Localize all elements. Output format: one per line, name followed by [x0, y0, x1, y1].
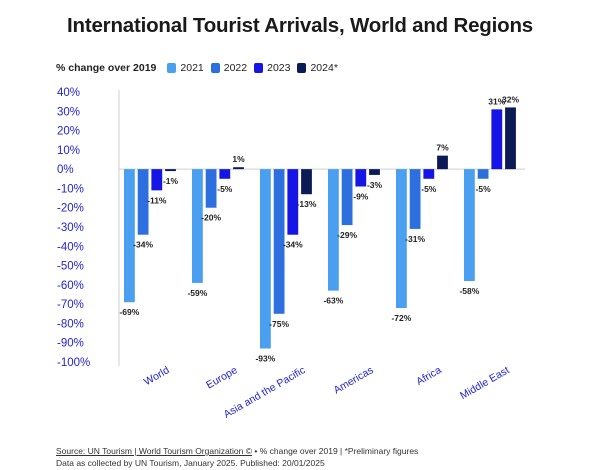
bar-2024-europe [233, 167, 244, 170]
bar-2023-europe [219, 169, 231, 179]
x-tick-label: Africa [414, 364, 443, 388]
data-label: -31% [405, 234, 425, 244]
bar-2021-europe [192, 169, 203, 283]
y-tick-label: -70% [57, 299, 84, 311]
y-tick-label: 30% [57, 106, 80, 118]
legend-label-2024: 2024* [310, 62, 338, 74]
y-tick-label: -40% [57, 241, 84, 253]
y-tick-label: -80% [57, 318, 84, 330]
data-label: -5% [421, 184, 437, 194]
bar-2023-africa [423, 169, 435, 179]
legend-label-2023: 2023 [267, 62, 291, 74]
data-label: -13% [297, 199, 317, 209]
bar-2024-americas [369, 169, 380, 175]
bar-2022-africa [409, 169, 421, 229]
y-tick-label: -60% [57, 280, 84, 292]
x-tick-label: Middle East [458, 364, 512, 402]
data-label: -9% [353, 192, 369, 202]
data-label: -59% [187, 288, 207, 298]
bar-2022-middle-east [477, 169, 489, 179]
bar-2022-americas [341, 169, 353, 226]
data-label: -34% [283, 240, 303, 250]
legend-item-2021: 2021 [167, 62, 204, 74]
x-tick-label: World [142, 364, 172, 388]
legend-item-2024: 2024* [297, 62, 338, 74]
bar-2021-americas [328, 169, 339, 291]
data-label: -58% [459, 286, 479, 296]
y-tick-label: 40% [57, 87, 80, 99]
source-note: • % change over 2019 | *Preliminary figu… [252, 446, 419, 456]
data-label: -11% [147, 195, 167, 205]
bar-2023-middle-east [491, 109, 503, 170]
bar-2024-africa [437, 155, 448, 170]
y-tick-label: 20% [57, 126, 80, 138]
y-tick-label: -10% [57, 183, 84, 195]
data-label: -1% [163, 176, 179, 186]
data-label: 1% [232, 154, 245, 164]
data-label: -5% [217, 184, 233, 194]
data-label: -69% [119, 307, 139, 317]
legend-swatch-2024 [297, 63, 307, 73]
bar-2024-world [165, 169, 176, 172]
bar-2022-world [137, 169, 149, 235]
y-tick-label: -20% [57, 203, 84, 215]
bar-2022-europe [205, 169, 217, 208]
y-tick-label: -90% [57, 338, 84, 350]
data-label: -93% [255, 354, 275, 364]
data-label: -34% [133, 240, 153, 250]
y-tick-label: -50% [57, 261, 84, 273]
data-label: 7% [436, 143, 449, 153]
legend-label-2021: 2021 [180, 62, 204, 74]
footer-data-note: Data as collected by UN Tourism, January… [56, 458, 325, 468]
bar-2021-middle-east [464, 169, 475, 281]
bar-2024-middle-east [505, 107, 516, 170]
y-tick-label: 10% [57, 145, 80, 157]
data-label: -3% [367, 180, 383, 190]
legend-swatch-2022 [210, 63, 220, 73]
bar-2021-world [124, 169, 135, 303]
bar-2023-asia-and-the-pacific [287, 169, 299, 235]
data-label: -29% [337, 230, 357, 240]
bar-2022-asia-and-the-pacific [273, 169, 285, 314]
y-tick-label: -30% [57, 222, 84, 234]
data-label: -75% [269, 319, 289, 329]
data-label: -72% [391, 313, 411, 323]
bar-2021-asia-and-the-pacific [260, 169, 271, 349]
legend-label-2022: 2022 [223, 62, 248, 74]
x-tick-label: Americas [332, 364, 376, 396]
data-label: 32% [502, 94, 519, 104]
bar-2023-americas [355, 169, 367, 187]
legend: % change over 2019 2021 2022 2023 2024* [56, 60, 345, 76]
legend-item-2023: 2023 [254, 62, 290, 74]
source-link[interactable]: Source: UN Tourism | World Tourism Organ… [56, 446, 253, 456]
y-tick-label: -100% [57, 357, 90, 369]
legend-swatch-2021 [167, 63, 177, 73]
bar-2024-asia-and-the-pacific [301, 169, 312, 195]
data-label: -20% [201, 213, 221, 223]
bar-2021-africa [396, 169, 407, 308]
legend-swatch-2023 [254, 63, 264, 73]
data-label: 31% [488, 96, 505, 106]
legend-title: % change over 2019 [56, 62, 157, 74]
chart-title: International Tourist Arrivals, World an… [67, 14, 533, 37]
legend-item-2022: 2022 [210, 62, 248, 74]
data-label: -63% [323, 296, 343, 306]
footer-source: Source: UN Tourism | World Tourism Organ… [56, 446, 418, 456]
bar-2023-world [151, 169, 163, 191]
bar-chart: 40% 30% 20% 10% 0% -10% -20% -30% -40% -50% -60% -7… [57, 87, 525, 421]
data-label: -5% [476, 184, 492, 194]
x-tick-label: Europe [204, 364, 239, 391]
y-tick-label: 0% [57, 164, 74, 176]
